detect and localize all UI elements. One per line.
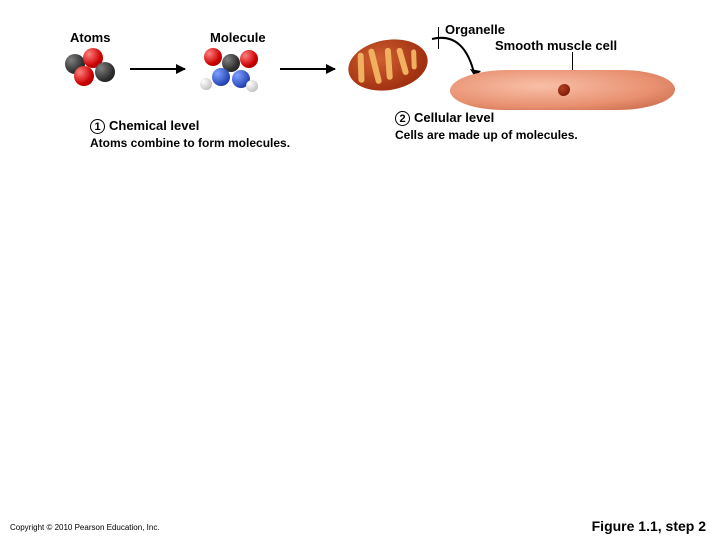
diagram-area: Atoms Molecule Organelle Smooth muscle c…	[0, 0, 720, 170]
step-number-badge: 2	[395, 111, 410, 126]
arrow-icon	[280, 68, 335, 70]
copyright-text: Copyright © 2010 Pearson Education, Inc.	[10, 523, 160, 532]
atom-dark-icon	[95, 62, 115, 82]
cristae-icon	[385, 48, 393, 80]
mitochondrion-icon	[348, 40, 428, 90]
cellular-level-caption: 2 Cellular level Cells are made up of mol…	[395, 110, 595, 142]
step-description: Atoms combine to form molecules.	[90, 136, 350, 150]
step-description: Cells are made up of molecules.	[395, 128, 595, 142]
smooth-muscle-label: Smooth muscle cell	[495, 38, 617, 53]
atom-blue-icon	[212, 68, 230, 86]
cristae-icon	[368, 48, 383, 84]
atom-white-icon	[246, 80, 258, 92]
atom-red-icon	[204, 48, 222, 66]
atom-red-icon	[240, 50, 258, 68]
cristae-icon	[396, 47, 409, 76]
step-number-badge: 1	[90, 119, 105, 134]
cell-body-icon	[448, 70, 676, 110]
arrow-icon	[130, 68, 185, 70]
atom-red-icon	[74, 66, 94, 86]
nucleus-icon	[557, 84, 570, 96]
atom-white-icon	[200, 78, 212, 90]
smooth-muscle-cell-icon	[450, 70, 675, 110]
mitochondrion-body-icon	[344, 33, 431, 96]
cristae-icon	[358, 53, 365, 83]
step-title: Chemical level	[109, 118, 199, 133]
figure-reference: Figure 1.1, step 2	[592, 518, 706, 534]
step-title: Cellular level	[414, 110, 494, 125]
atoms-label: Atoms	[70, 30, 110, 45]
cristae-icon	[411, 49, 417, 69]
molecule-label: Molecule	[210, 30, 266, 45]
chemical-level-caption: 1 Chemical level Atoms combine to form mo…	[90, 118, 350, 150]
